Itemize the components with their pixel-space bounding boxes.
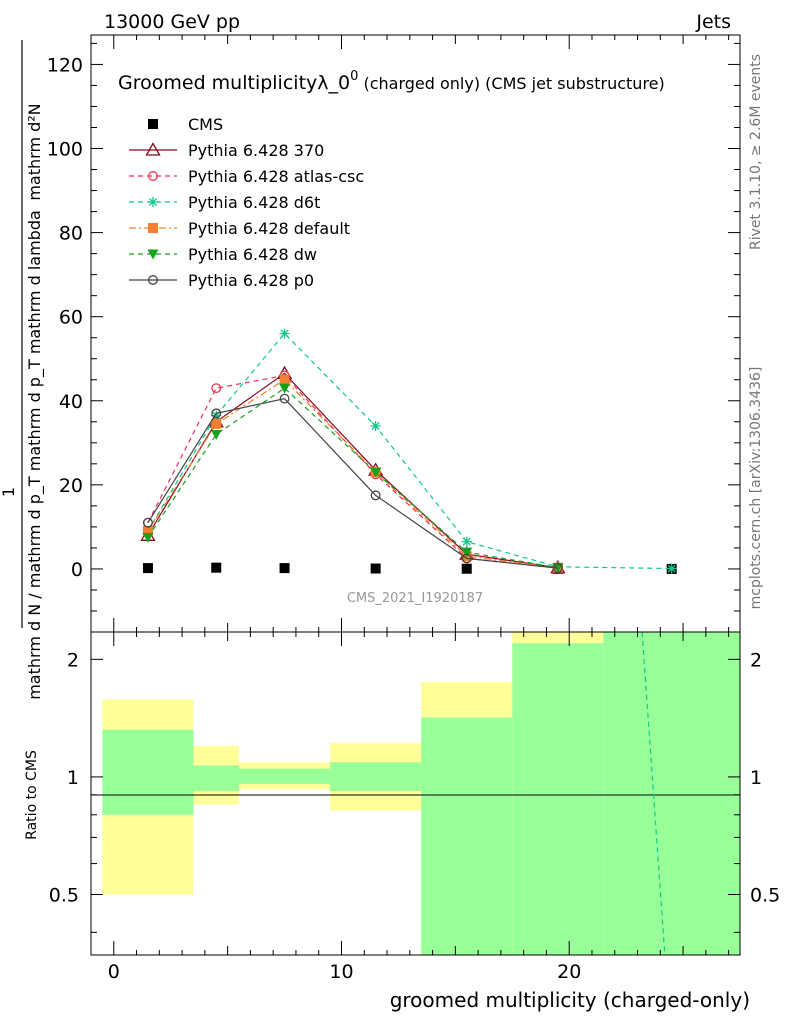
data-point	[461, 563, 472, 574]
ratio-xtick-label: 0	[108, 961, 120, 983]
legend-label: Pythia 6.428 atlas-csc	[188, 167, 364, 186]
data-point	[211, 562, 222, 573]
ylabel-one: 1	[0, 487, 18, 497]
data-point	[279, 563, 290, 574]
ratio-band-green	[512, 643, 604, 955]
data-point	[210, 429, 222, 440]
main-title-suffix: (charged only) (CMS jet substructure)	[358, 74, 664, 93]
data-point	[279, 383, 291, 394]
data-point	[461, 536, 472, 547]
series-5	[142, 383, 564, 574]
legend-swatch-marker	[148, 275, 158, 285]
series-1	[140, 365, 566, 574]
legend-swatch-marker	[147, 249, 159, 260]
data-point	[552, 563, 563, 574]
ratio-ylabel: Ratio to CMS	[24, 750, 40, 840]
data-point	[142, 563, 153, 574]
data-point	[211, 383, 222, 394]
ratio-ytick-label-right: 0.5	[750, 885, 780, 907]
legend-item: Pythia 6.428 p0	[129, 271, 314, 290]
main-ytick-label: 0	[71, 559, 83, 581]
data-point	[211, 418, 222, 429]
ratio-ytick-label: 2	[67, 649, 79, 671]
data-point	[279, 374, 290, 385]
ylabel-numerator: mathrm d²N	[25, 103, 44, 200]
header-left: 13000 GeV pp	[104, 11, 240, 33]
main-ytick-label: 120	[47, 54, 83, 76]
legend-swatch-marker	[148, 171, 158, 181]
series-line	[147, 398, 558, 569]
data-point	[370, 490, 381, 501]
legend-swatch-marker	[148, 119, 158, 129]
ratio-plot-frame	[90, 631, 741, 956]
ratio-xtick-label: 10	[329, 961, 353, 983]
legend-label: Pythia 6.428 dw	[188, 245, 317, 264]
data-point	[211, 410, 222, 421]
legend-item: Pythia 6.428 atlas-csc	[129, 167, 364, 186]
series-0	[142, 562, 677, 574]
data-point	[211, 408, 222, 419]
series-line	[147, 387, 558, 569]
series-line	[147, 332, 672, 570]
watermark: CMS_2021_I1920187	[347, 591, 483, 606]
series-line	[147, 378, 558, 569]
data-point	[142, 526, 153, 537]
legend-label: CMS	[188, 115, 223, 134]
data-point	[666, 563, 677, 574]
data-point	[370, 420, 381, 431]
legend-label: Pythia 6.428 d6t	[188, 193, 320, 212]
main-title: Groomed multiplicityλ_00 (charged only) …	[118, 69, 665, 94]
data-point	[142, 532, 154, 543]
data-point	[461, 553, 472, 564]
ratio-band-green	[603, 632, 740, 955]
legend-swatch-marker	[145, 142, 161, 156]
ylabel-denominator: mathrm d N / mathrm d p_T mathrm d p_T m…	[25, 210, 45, 700]
legend-label: Pythia 6.428 p0	[188, 271, 314, 290]
mcplots-label: mcplots.cern.ch [arXiv:1306.3436]	[748, 367, 764, 610]
ratio-ytick-label-right: 2	[750, 649, 762, 671]
ratio-band-green	[330, 762, 422, 792]
main-ytick-label: 80	[59, 223, 83, 245]
main-ytick-label: 100	[47, 139, 83, 161]
series-6	[142, 393, 563, 574]
main-ytick-label: 40	[59, 391, 83, 413]
ratio-band-green	[239, 768, 331, 784]
series-3	[142, 328, 677, 574]
legend-label: Pythia 6.428 default	[188, 219, 350, 238]
main-title-text: Groomed multiplicityλ_0	[118, 72, 350, 94]
ratio-ytick-label: 1	[67, 767, 79, 789]
ratio-band-green	[421, 717, 513, 955]
data-point	[370, 563, 381, 574]
legend-item: Pythia 6.428 default	[129, 219, 350, 238]
ratio-ytick-label: 0.5	[49, 885, 79, 907]
data-point	[552, 563, 564, 574]
data-point	[279, 328, 290, 339]
main-title-superscript: 0	[350, 69, 358, 84]
legend-swatch-marker	[148, 197, 158, 207]
legend-item: CMS	[148, 115, 223, 134]
ratio-band-green	[193, 765, 240, 792]
data-point	[461, 547, 473, 558]
ratio-xtick-label: 20	[557, 961, 581, 983]
legend-item: Pythia 6.428 370	[129, 141, 324, 160]
series-4	[142, 374, 563, 573]
legend-item: Pythia 6.428 dw	[129, 245, 317, 264]
data-point	[279, 393, 290, 404]
main-ytick-label: 20	[59, 475, 83, 497]
header-right: Jets	[695, 11, 731, 33]
legend-item: Pythia 6.428 d6t	[129, 193, 320, 212]
legend-swatch-marker	[148, 223, 158, 233]
data-point	[142, 517, 153, 528]
rivet-label: Rivet 3.1.10, ≥ 2.6M events	[748, 54, 764, 250]
ratio-band-green	[102, 729, 194, 815]
ratio-ytick-label-right: 1	[750, 767, 762, 789]
main-ytick-label: 60	[59, 307, 83, 329]
ratio-xlabel: groomed multiplicity (charged-only)	[390, 988, 750, 1012]
legend-label: Pythia 6.428 370	[188, 141, 324, 160]
data-point	[370, 467, 382, 478]
